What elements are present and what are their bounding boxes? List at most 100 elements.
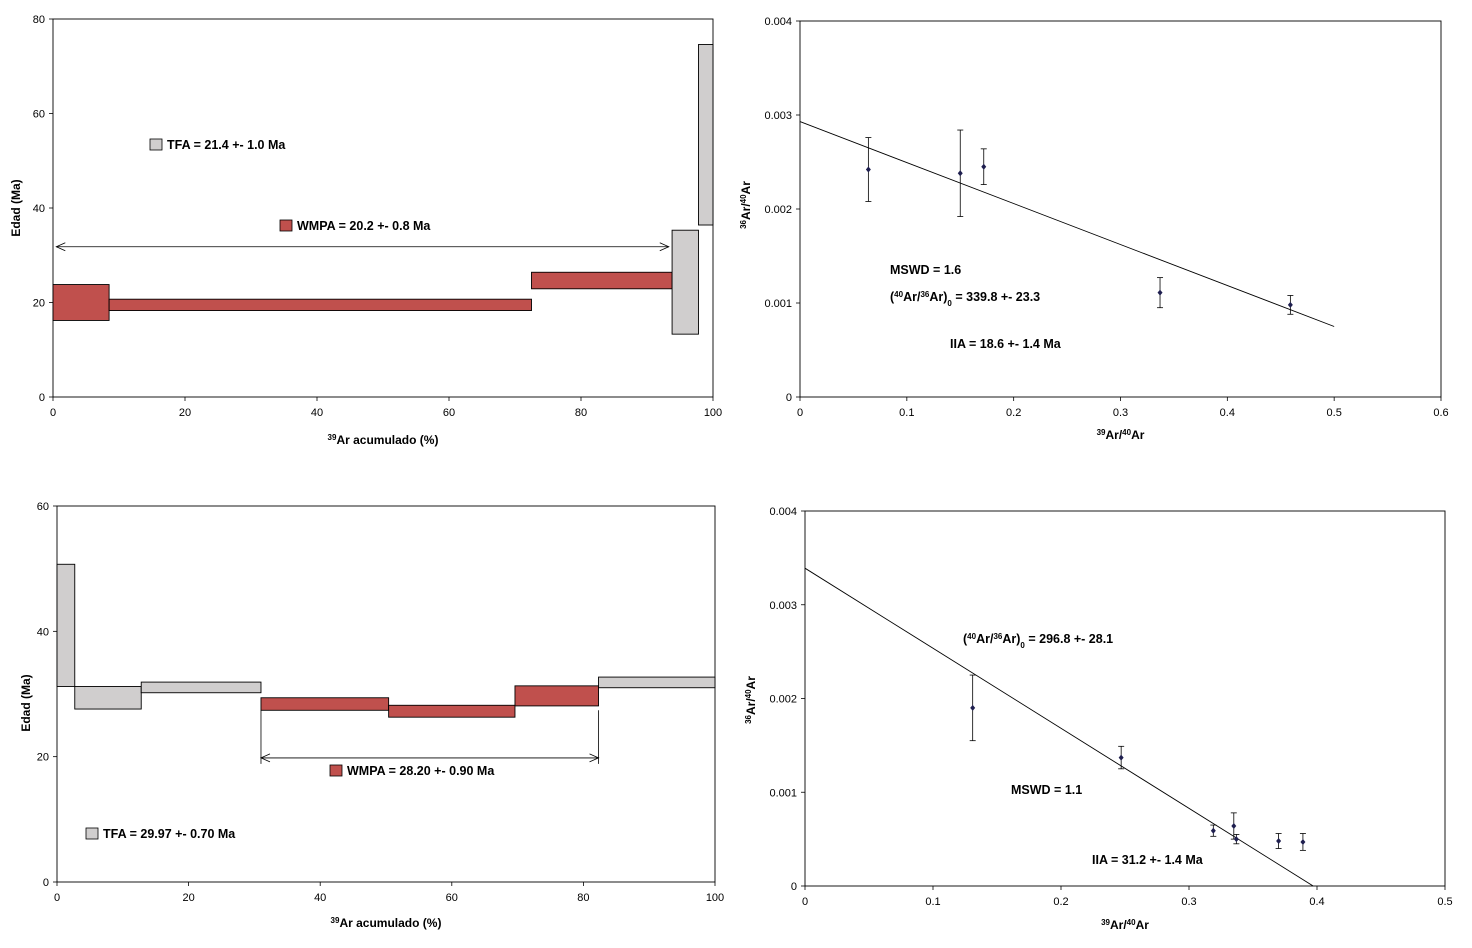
x-tick-label: 80 [575, 407, 587, 419]
step [671, 229, 699, 335]
y-axis-ar: Ar/ [739, 203, 753, 220]
initial-ratio-label: (40Ar/36Ar)0 = 296.8 +- 28.1 [963, 632, 1113, 650]
x-tick-label: 80 [577, 892, 589, 904]
y-tick-label: 0 [791, 881, 797, 893]
ratio-ar: Ar/ [903, 290, 921, 304]
y-tick-label: 20 [33, 298, 45, 310]
x-axis-ar: Ar/ [1110, 918, 1127, 932]
arrow-head-right [659, 242, 670, 252]
y-tick-label: 20 [37, 752, 49, 764]
x-tick-label: 0.5 [1327, 407, 1342, 419]
data-point [1157, 289, 1163, 296]
y-tick-label: 0.002 [764, 204, 792, 216]
ratio-ar-close: Ar) [1002, 632, 1020, 646]
x-tick-label: 0 [54, 892, 60, 904]
y-tick-label: 0.003 [764, 110, 792, 122]
x-tick-label: 100 [704, 407, 722, 419]
arrow-head-left [55, 242, 66, 252]
x-axis-label-sup: 39 [331, 916, 340, 925]
x-axis-ar: Ar/ [1105, 428, 1122, 442]
y-tick-label: 60 [33, 109, 45, 121]
x-tick-label: 0.4 [1220, 407, 1235, 419]
ratio-sup-36: 36 [993, 632, 1002, 641]
x-tick-label: 0.1 [899, 407, 914, 419]
x-axis-label: 39Ar/40Ar [1101, 918, 1149, 933]
x-tick-label: 0.3 [1181, 896, 1196, 908]
y-tick-label: 60 [37, 501, 49, 513]
y-tick-label: 40 [33, 203, 45, 215]
y-axis-ar2: Ar [739, 181, 753, 195]
chart-top-left: 0 20 40 60 80 100 0 20 40 60 80 TFA = 21.4 +- 1.0 M… [9, 14, 722, 447]
mswd-label: MSWD = 1.6 [890, 263, 961, 277]
data-point [1233, 836, 1239, 843]
data-point [981, 163, 987, 170]
plateau-step [531, 271, 673, 290]
legend-label-wmpa: WMPA = 20.2 +- 0.8 Ma [297, 219, 431, 233]
ratio-ar: Ar/ [976, 632, 994, 646]
chart-bottom-right: 0 0.1 0.2 0.3 0.4 0.5 0 0.001 0.002 0.003 0.004 MSW… [744, 506, 1453, 932]
x-axis-label: 39Ar acumulado (%) [328, 433, 439, 448]
y-tick-label: 0.004 [764, 16, 792, 28]
y-tick-label: 0.001 [764, 298, 792, 310]
x-tick-label: 60 [446, 892, 458, 904]
x-tick-label: 40 [311, 407, 323, 419]
legend-swatch-wmpa [279, 219, 293, 232]
y-axis-sup-40: 40 [739, 194, 748, 203]
x-axis-label-sup: 39 [328, 433, 337, 442]
y-axis-label: Edad (Ma) [19, 674, 33, 731]
x-axis-sup-39: 39 [1101, 918, 1110, 927]
data-point [865, 166, 871, 173]
plot-frame [804, 510, 1446, 887]
y-axis-sup-40: 40 [744, 689, 753, 698]
data-point [970, 704, 976, 711]
ratio-open: ( [963, 632, 968, 646]
y-axis-label: Edad (Ma) [9, 179, 23, 236]
ratio-sup-36: 36 [920, 290, 929, 299]
plot-frame [52, 18, 714, 398]
x-tick-label: 0.2 [1006, 407, 1021, 419]
plateau-step [260, 697, 390, 711]
ratio-ar-close: Ar) [929, 290, 947, 304]
x-tick-label: 0.3 [1113, 407, 1128, 419]
step [598, 676, 716, 689]
isochron-fit-line [804, 567, 1314, 887]
x-axis-label-text: Ar acumulado (%) [336, 433, 438, 447]
mswd-label: MSWD = 1.1 [1011, 783, 1082, 797]
plateau-step [388, 704, 516, 718]
x-tick-label: 20 [182, 892, 194, 904]
y-tick-label: 0.002 [769, 694, 797, 706]
plot-frame [799, 20, 1442, 398]
step [140, 681, 262, 694]
data-point [1287, 301, 1293, 308]
chart-top-right: 0 0.1 0.2 0.3 0.4 0.5 0.6 0 0.001 0.002 0.003 0.004… [739, 16, 1449, 442]
data-point [1118, 754, 1124, 761]
y-axis-sup-36: 36 [739, 219, 748, 228]
legend-swatch-tfa [85, 827, 99, 840]
legend-swatch-tfa [149, 138, 163, 151]
plateau-step [514, 685, 599, 707]
initial-ratio-label: (40Ar/36Ar)0 = 339.8 +- 23.3 [890, 290, 1040, 308]
y-axis-ar2: Ar [744, 676, 758, 690]
x-tick-label: 60 [443, 407, 455, 419]
y-axis-sup-36: 36 [744, 714, 753, 723]
ratio-sup-40: 40 [967, 632, 976, 641]
x-axis-sup-40: 40 [1127, 918, 1136, 927]
plateau-step [108, 298, 532, 311]
iia-label: IIA = 18.6 +- 1.4 Ma [950, 337, 1062, 351]
y-tick-label: 0.004 [769, 506, 797, 518]
x-axis-sup-39: 39 [1097, 428, 1106, 437]
x-tick-label: 40 [314, 892, 326, 904]
x-axis-label: 39Ar acumulado (%) [331, 916, 442, 931]
x-tick-label: 0.5 [1437, 896, 1452, 908]
step [56, 563, 76, 687]
legend-label-tfa: TFA = 21.4 +- 1.0 Ma [167, 138, 286, 152]
y-tick-label: 0.001 [769, 787, 797, 799]
ratio-open: ( [890, 290, 895, 304]
chart-bottom-left: 0 20 40 60 80 100 0 20 40 60 WMPA = 28.20 +- 0.90 … [19, 501, 724, 930]
x-tick-label: 0.2 [1053, 896, 1068, 908]
data-point [1300, 838, 1306, 845]
legend-label-tfa: TFA = 29.97 +- 0.70 Ma [103, 827, 236, 841]
y-tick-label: 0 [43, 877, 49, 889]
step [698, 44, 714, 226]
